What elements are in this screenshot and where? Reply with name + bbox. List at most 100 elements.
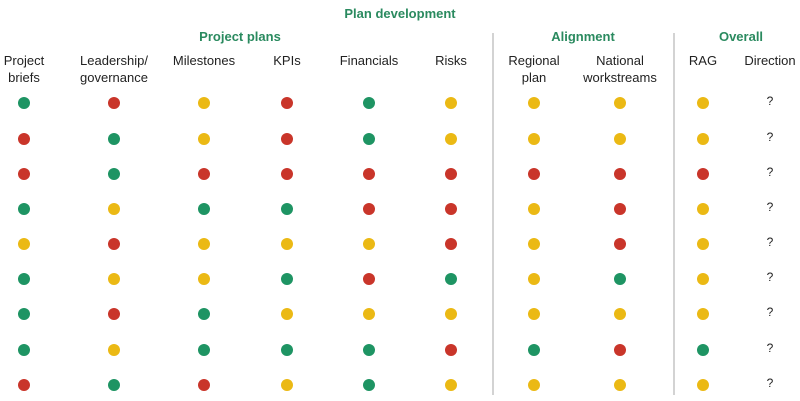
status-dot-amber — [445, 379, 457, 391]
status-dot-amber — [363, 238, 375, 250]
status-dot-red — [528, 168, 540, 180]
status-dot-green — [281, 344, 293, 356]
status-dot-green — [363, 133, 375, 145]
status-dot-amber — [528, 308, 540, 320]
status-dot-red — [363, 273, 375, 285]
status-dot-amber — [528, 379, 540, 391]
column-header: Financials — [339, 53, 399, 68]
status-dot-red — [108, 238, 120, 250]
status-dot-amber — [697, 308, 709, 320]
group-alignment: Alignment — [551, 29, 615, 44]
status-dot-amber — [281, 379, 293, 391]
column-header: Regional plan — [508, 53, 560, 85]
direction-value: ? — [766, 94, 774, 108]
status-dot-red — [281, 168, 293, 180]
column-header: Leadership/ governance — [80, 53, 148, 85]
status-dot-green — [281, 273, 293, 285]
status-dot-red — [614, 344, 626, 356]
status-dot-green — [198, 308, 210, 320]
status-dot-amber — [528, 133, 540, 145]
status-dot-amber — [614, 379, 626, 391]
status-dot-amber — [614, 97, 626, 109]
status-dot-red — [18, 168, 30, 180]
status-dot-red — [198, 168, 210, 180]
status-dot-green — [18, 97, 30, 109]
status-dot-green — [363, 97, 375, 109]
status-dot-amber — [697, 133, 709, 145]
direction-value: ? — [766, 200, 774, 214]
status-dot-green — [528, 344, 540, 356]
column-header: Milestones — [172, 53, 236, 68]
column-header: Direction — [744, 53, 796, 68]
direction-value: ? — [766, 305, 774, 319]
status-dot-green — [108, 379, 120, 391]
status-dot-green — [614, 273, 626, 285]
status-dot-red — [445, 203, 457, 215]
status-dot-green — [281, 203, 293, 215]
divider — [673, 33, 675, 395]
group-project-plans: Project plans — [199, 29, 281, 44]
status-dot-red — [18, 133, 30, 145]
status-dot-amber — [697, 97, 709, 109]
status-dot-green — [108, 168, 120, 180]
status-dot-amber — [445, 133, 457, 145]
status-dot-red — [614, 168, 626, 180]
status-dot-red — [614, 238, 626, 250]
direction-value: ? — [766, 235, 774, 249]
status-dot-amber — [18, 238, 30, 250]
status-dot-green — [697, 344, 709, 356]
table-title: Plan development — [344, 6, 456, 21]
status-dot-green — [18, 344, 30, 356]
status-dot-amber — [445, 308, 457, 320]
status-dot-green — [363, 344, 375, 356]
group-overall: Overall — [718, 29, 764, 44]
status-dot-red — [697, 168, 709, 180]
status-dot-amber — [528, 238, 540, 250]
status-dot-red — [363, 203, 375, 215]
column-header: Risks — [435, 53, 467, 68]
status-dot-amber — [198, 133, 210, 145]
status-dot-green — [363, 379, 375, 391]
status-dot-green — [445, 273, 457, 285]
column-header: National workstreams — [583, 53, 657, 85]
status-dot-amber — [697, 379, 709, 391]
direction-value: ? — [766, 376, 774, 390]
status-dot-amber — [614, 133, 626, 145]
status-dot-amber — [281, 238, 293, 250]
status-dot-amber — [108, 203, 120, 215]
status-dot-red — [363, 168, 375, 180]
column-header: Project briefs — [3, 53, 45, 85]
direction-value: ? — [766, 270, 774, 284]
status-dot-green — [18, 308, 30, 320]
status-dot-amber — [445, 97, 457, 109]
status-dot-amber — [614, 308, 626, 320]
status-dot-amber — [108, 344, 120, 356]
direction-value: ? — [766, 130, 774, 144]
status-dot-green — [18, 203, 30, 215]
status-dot-red — [445, 238, 457, 250]
status-dot-amber — [198, 238, 210, 250]
status-dot-red — [445, 168, 457, 180]
status-dot-amber — [198, 97, 210, 109]
status-dot-amber — [528, 97, 540, 109]
status-dot-red — [198, 379, 210, 391]
status-dot-amber — [108, 273, 120, 285]
status-dot-amber — [528, 203, 540, 215]
status-dot-red — [108, 308, 120, 320]
status-dot-red — [281, 133, 293, 145]
status-dot-amber — [363, 308, 375, 320]
status-dot-green — [198, 344, 210, 356]
column-header: RAG — [688, 53, 718, 68]
status-dot-amber — [528, 273, 540, 285]
status-dot-red — [281, 97, 293, 109]
status-dot-green — [108, 133, 120, 145]
status-dot-amber — [697, 238, 709, 250]
divider — [492, 33, 494, 395]
status-dot-amber — [198, 273, 210, 285]
status-dot-red — [18, 379, 30, 391]
status-dot-green — [198, 203, 210, 215]
status-dot-red — [108, 97, 120, 109]
status-dot-red — [445, 344, 457, 356]
status-dot-red — [614, 203, 626, 215]
